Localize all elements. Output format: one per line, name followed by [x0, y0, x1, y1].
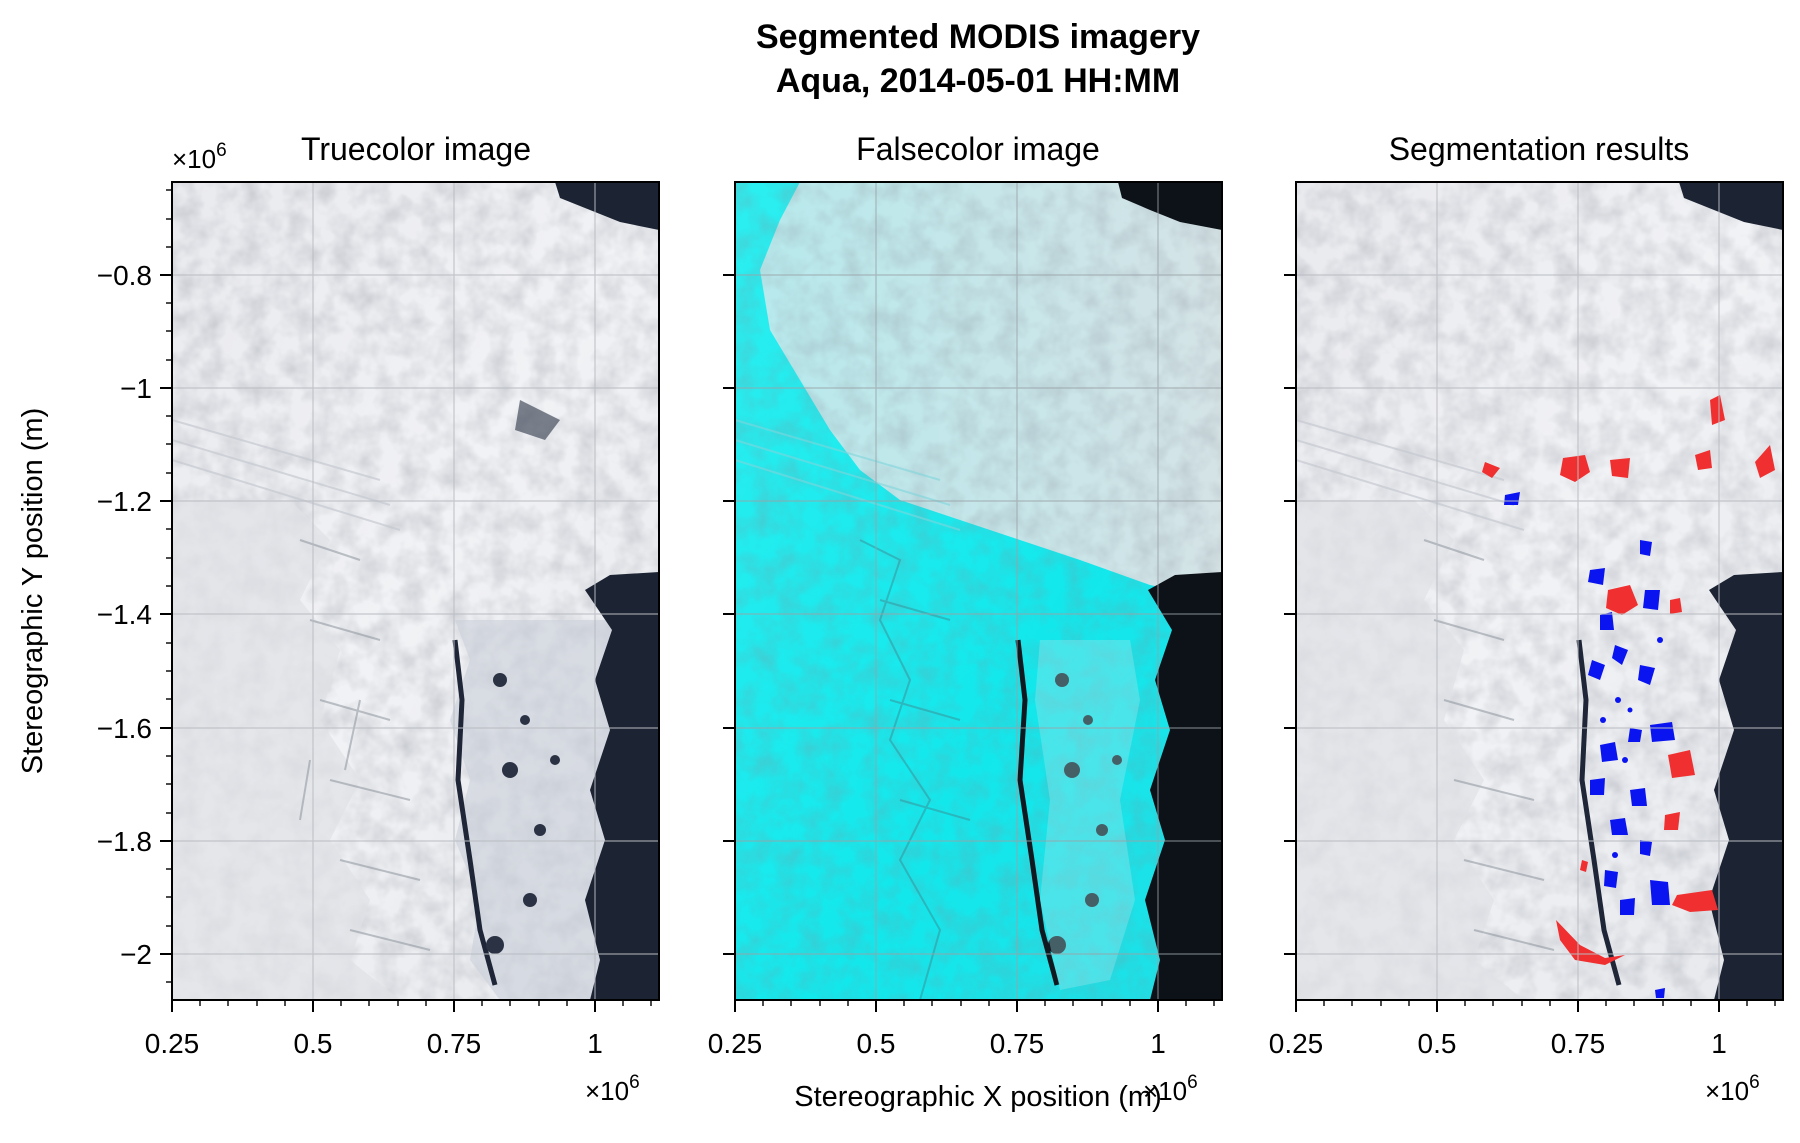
y-axis-ticks [160, 275, 172, 954]
panel-falsecolor: Falsecolor image [708, 131, 1222, 1113]
y-tick-label: −1.6 [97, 713, 152, 744]
figure-title-line2: Aqua, 2014-05-01 HH:MM [776, 62, 1180, 100]
x-tick-label: 1 [1711, 1028, 1727, 1059]
panel-title-falsecolor: Falsecolor image [856, 131, 1100, 167]
x-tick-label: 0.75 [990, 1028, 1045, 1059]
y-tick-label: −1.4 [97, 599, 152, 630]
y-axis-label: Stereographic Y position (m) [17, 408, 49, 774]
x-tick-label: 0.25 [1269, 1028, 1324, 1059]
x-offset-label: ×106 [1143, 1072, 1198, 1106]
y-tick-label: −1 [120, 373, 152, 404]
y-offset-label: ×106 [172, 140, 227, 174]
y-tick-label: −0.8 [97, 260, 152, 291]
x-tick-label: 0.75 [427, 1028, 482, 1059]
x-axis-ticks-falsecolor [735, 1000, 1158, 1012]
x-tick-label: 0.25 [708, 1028, 763, 1059]
x-axis-ticks-segmentation [1296, 1000, 1719, 1012]
x-tick-label: 0.5 [294, 1028, 333, 1059]
panel-title-truecolor: Truecolor image [301, 131, 531, 167]
panel-title-segmentation: Segmentation results [1389, 131, 1690, 167]
x-axis-label: Stereographic X position (m) [794, 1081, 1162, 1113]
x-axis-ticks [172, 1000, 595, 1012]
y-tick-label: −2 [120, 939, 152, 970]
x-offset-label: ×106 [1705, 1072, 1760, 1106]
falsecolor-image [735, 182, 1222, 1000]
y-axis-ticks-falsecolor [723, 275, 735, 954]
x-tick-label: 1 [587, 1028, 603, 1059]
truecolor-image [172, 182, 659, 1000]
segmentation-image [1296, 182, 1783, 1000]
x-offset-label: ×106 [585, 1072, 640, 1106]
x-tick-label: 0.5 [1418, 1028, 1457, 1059]
panel-segmentation: Segmentation results [1269, 131, 1783, 1106]
x-tick-label: 1 [1150, 1028, 1166, 1059]
panel-truecolor: Truecolor image ×106 [17, 131, 659, 1106]
x-tick-label: 0.25 [145, 1028, 200, 1059]
y-tick-label: −1.8 [97, 826, 152, 857]
y-tick-label: −1.2 [97, 486, 152, 517]
x-tick-label: 0.75 [1551, 1028, 1606, 1059]
figure-title-line1: Segmented MODIS imagery [756, 18, 1200, 56]
y-axis-ticks-segmentation [1284, 275, 1296, 954]
x-tick-label: 0.5 [857, 1028, 896, 1059]
